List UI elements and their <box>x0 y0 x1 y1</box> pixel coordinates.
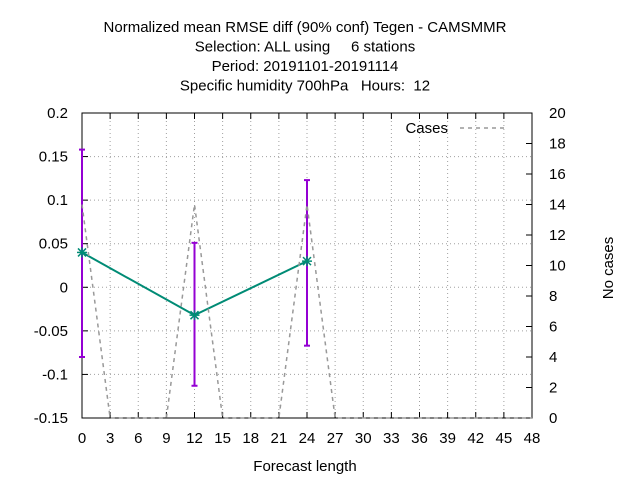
legend: Cases <box>405 120 506 137</box>
x-tick-label: 24 <box>299 430 316 447</box>
chart-title: Normalized mean RMSE diff (90% conf) Teg… <box>104 19 507 95</box>
series <box>77 148 532 419</box>
chart-title-line: Normalized mean RMSE diff (90% conf) Teg… <box>104 19 507 36</box>
y-tick-label: 0.05 <box>39 236 68 253</box>
x-tick-label: 21 <box>271 430 288 447</box>
x-tick-label: 45 <box>496 430 513 447</box>
x-tick-label: 48 <box>524 430 541 447</box>
x-tick-label: 27 <box>327 430 344 447</box>
y2-tick-label: 10 <box>549 258 566 275</box>
y-tick-label: -0.05 <box>34 323 68 340</box>
x-axis-tick-labels: 0 3 6 9 12 15 18 21 24 27 30 33 36 39 42 45 48 <box>78 430 541 447</box>
chart-title-line: Specific humidity 700hPa Hours: 12 <box>180 78 430 95</box>
x-tick-label: 3 <box>106 430 114 447</box>
x-tick-label: 15 <box>214 430 231 447</box>
y-axis-tick-labels: 0.2 0.15 0.1 0.05 0 -0.05 -0.1 -0.15 <box>34 105 68 427</box>
y-tick-label: 0.1 <box>47 192 68 209</box>
y2-tick-label: 6 <box>549 319 557 336</box>
legend-label: Cases <box>405 120 448 137</box>
chart-title-line: Period: 20191101-20191114 <box>212 58 399 75</box>
data-point <box>77 247 87 258</box>
y-tick-label: 0.2 <box>47 105 68 122</box>
x-tick-label: 18 <box>242 430 259 447</box>
x-tick-label: 6 <box>134 430 142 447</box>
x-tick-label: 33 <box>383 430 400 447</box>
y-tick-label: 0.15 <box>39 149 68 166</box>
y-tick-label: -0.1 <box>42 366 68 383</box>
y2-axis-label: No cases <box>600 237 617 300</box>
data-point <box>189 310 200 321</box>
data-point <box>302 256 312 267</box>
y-tick-label: 0 <box>60 279 68 296</box>
y2-tick-label: 18 <box>549 136 566 153</box>
cases-line <box>81 204 532 419</box>
y2-tick-label: 2 <box>549 380 557 397</box>
x-tick-label: 36 <box>411 430 428 447</box>
y2-tick-label: 16 <box>549 166 566 183</box>
y2-tick-label: 0 <box>549 410 557 427</box>
x-tick-label: 9 <box>162 430 170 447</box>
y-tick-label: -0.15 <box>34 410 68 427</box>
y2-tick-label: 8 <box>549 288 557 305</box>
x-tick-label: 39 <box>439 430 456 447</box>
y2-tick-label: 14 <box>549 197 566 214</box>
y2-tick-label: 12 <box>549 227 566 244</box>
x-axis-label: Forecast length <box>253 458 356 475</box>
y2-tick-label: 20 <box>549 105 566 122</box>
y2-tick-label: 4 <box>549 349 557 366</box>
x-tick-label: 42 <box>467 430 484 447</box>
x-tick-label: 12 <box>186 430 203 447</box>
x-tick-label: 30 <box>355 430 372 447</box>
x-tick-label: 0 <box>78 430 86 447</box>
chart-title-line: Selection: ALL using 6 stations <box>195 39 415 56</box>
